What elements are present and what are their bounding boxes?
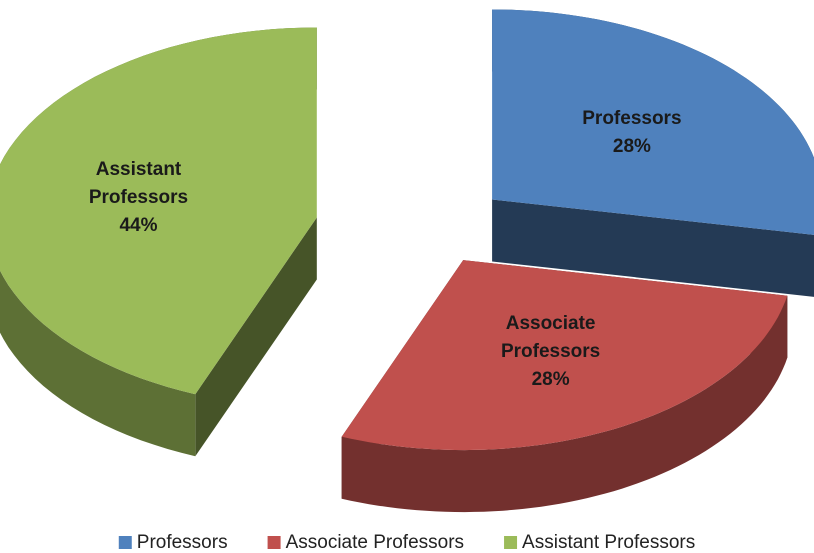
legend-swatch: [118, 536, 132, 549]
data-label-name: Associate Professors: [500, 312, 601, 362]
data-label-name: Assistant Professors: [88, 158, 189, 208]
slice-top: [341, 260, 788, 451]
slice-side: [195, 217, 317, 457]
slice-top: [492, 9, 814, 235]
data-label: Associate Professors 28%: [476, 310, 626, 394]
slice-wall: [341, 295, 788, 513]
data-label: Assistant Professors 44%: [63, 156, 213, 240]
slice: [341, 260, 788, 513]
slice-top: [0, 27, 317, 395]
legend-swatch: [504, 536, 518, 549]
slice: [492, 9, 814, 297]
data-label-name: Professors: [582, 107, 682, 129]
legend-label: Professors: [137, 532, 228, 553]
slice-side: [492, 199, 814, 297]
legend-swatch: [267, 536, 281, 549]
data-label-value: 28%: [612, 135, 651, 157]
legend-label: Assistant Professors: [522, 532, 695, 553]
slice: [0, 27, 317, 457]
legend-label: Associate Professors: [286, 532, 464, 553]
data-label-value: 44%: [119, 214, 158, 236]
data-label-value: 28%: [531, 368, 570, 390]
legend: Professors Associate Professors Assistant …: [118, 532, 695, 553]
data-label: Professors 28%: [557, 105, 707, 161]
